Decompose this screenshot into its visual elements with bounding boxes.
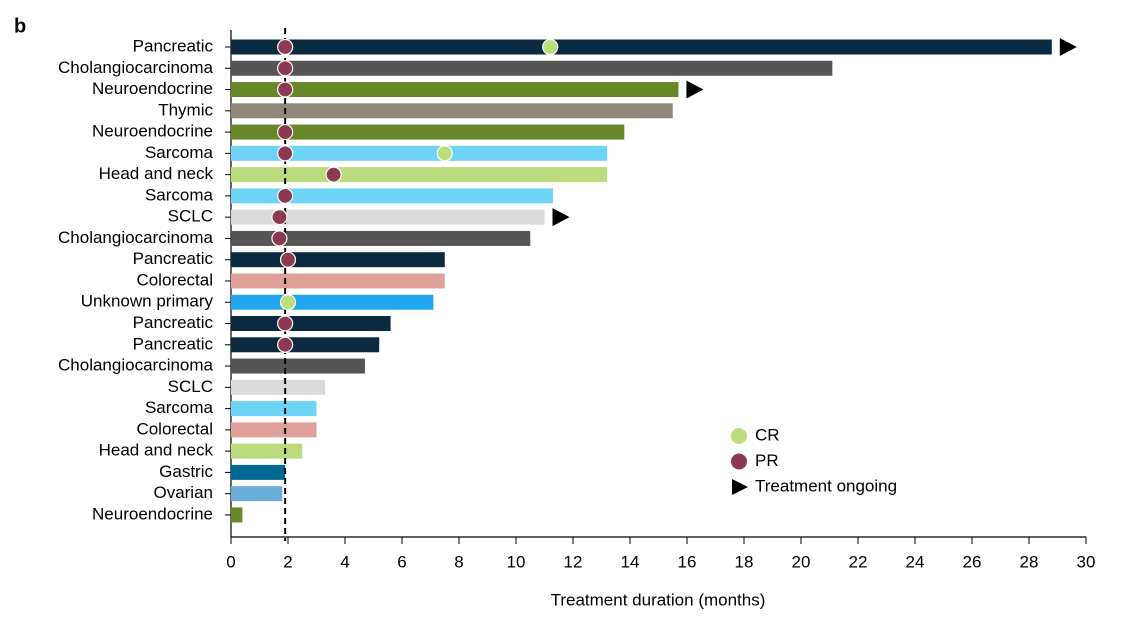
y-tick-label: Cholangiocarcinoma — [58, 356, 214, 375]
bar — [231, 39, 1052, 55]
x-tick-label: 28 — [1020, 552, 1039, 571]
y-tick-label: Pancreatic — [133, 36, 214, 55]
response-marker — [542, 38, 559, 56]
x-tick-label: 14 — [621, 552, 640, 571]
bar — [231, 82, 679, 98]
y-tick-label: Neuroendocrine — [92, 122, 213, 141]
bar — [231, 273, 445, 289]
bar — [231, 443, 303, 459]
x-tick-label: 12 — [564, 552, 583, 571]
response-marker — [279, 251, 297, 268]
ongoing-arrow — [686, 80, 704, 99]
y-tick-label: Cholangiocarcinoma — [58, 228, 214, 247]
legend-label: PR — [755, 451, 779, 470]
y-tick-label: Pancreatic — [133, 249, 214, 268]
panel-label: b — [14, 15, 26, 37]
bar — [231, 124, 625, 140]
x-tick-label: 22 — [849, 552, 868, 571]
x-tick-label: 20 — [792, 552, 811, 571]
y-tick-label: Neuroendocrine — [92, 79, 213, 98]
x-tick-label: 6 — [397, 552, 406, 571]
response-marker — [271, 230, 288, 247]
y-tick-label: SCLC — [168, 377, 213, 396]
y-tick-label: SCLC — [168, 207, 213, 226]
x-tick-label: 2 — [283, 552, 292, 571]
ongoing-arrow — [1059, 38, 1077, 56]
response-marker — [277, 60, 294, 77]
y-tick-label: Sarcoma — [145, 185, 214, 204]
bar — [231, 145, 608, 161]
bar — [231, 507, 243, 523]
response-marker — [325, 166, 342, 183]
bar — [231, 252, 445, 268]
x-tick-label: 26 — [963, 552, 982, 571]
x-tick-label: 18 — [735, 552, 754, 571]
x-tick-label: 30 — [1077, 552, 1096, 571]
bar — [231, 486, 283, 502]
bar — [231, 188, 554, 204]
bar — [231, 379, 326, 395]
y-tick-label: Unknown primary — [81, 292, 214, 311]
x-tick-label: 16 — [678, 552, 697, 571]
y-tick-label: Gastric — [159, 462, 213, 481]
bar — [231, 401, 317, 417]
bar — [231, 337, 380, 353]
y-tick-label: Colorectal — [136, 419, 213, 438]
x-tick-label: 24 — [906, 552, 925, 571]
bar — [231, 464, 286, 480]
legend-label: Treatment ongoing — [755, 476, 897, 495]
bar — [231, 230, 531, 246]
legend-marker — [731, 428, 747, 444]
response-marker — [271, 209, 288, 226]
response-marker — [277, 81, 294, 98]
x-tick-label: 8 — [454, 552, 463, 571]
y-tick-label: Colorectal — [136, 270, 213, 289]
y-tick-label: Head and neck — [99, 164, 214, 183]
x-axis-label: Treatment duration (months) — [551, 590, 766, 609]
y-tick-label: Cholangiocarcinoma — [58, 58, 214, 77]
y-tick-label: Sarcoma — [145, 398, 214, 417]
legend-label: CR — [755, 425, 780, 444]
legend-marker — [732, 479, 748, 495]
bar — [231, 316, 391, 332]
y-tick-label: Head and neck — [99, 441, 214, 460]
response-marker — [436, 145, 453, 162]
y-tick-label: Sarcoma — [145, 143, 214, 162]
response-marker — [277, 336, 294, 353]
y-tick-label: Ovarian — [153, 483, 213, 502]
response-marker — [277, 38, 294, 56]
response-marker — [277, 187, 294, 204]
legend-marker — [731, 453, 747, 470]
bar — [231, 358, 365, 374]
y-tick-label: Pancreatic — [133, 334, 214, 353]
y-tick-label: Pancreatic — [133, 313, 214, 332]
y-tick-label: Neuroendocrine — [92, 504, 213, 523]
ongoing-arrow — [552, 208, 570, 227]
response-marker — [277, 145, 294, 162]
bar — [231, 167, 608, 183]
y-tick-label: Thymic — [158, 100, 213, 119]
response-marker — [277, 315, 294, 332]
x-tick-label: 10 — [507, 552, 526, 571]
bar — [231, 103, 673, 119]
bar — [231, 422, 317, 438]
response-marker — [279, 294, 297, 311]
bar — [231, 294, 434, 310]
bar — [231, 209, 545, 225]
bar — [231, 60, 833, 76]
response-marker — [277, 123, 294, 141]
x-tick-label: 4 — [340, 552, 349, 571]
x-tick-label: 0 — [226, 552, 235, 571]
